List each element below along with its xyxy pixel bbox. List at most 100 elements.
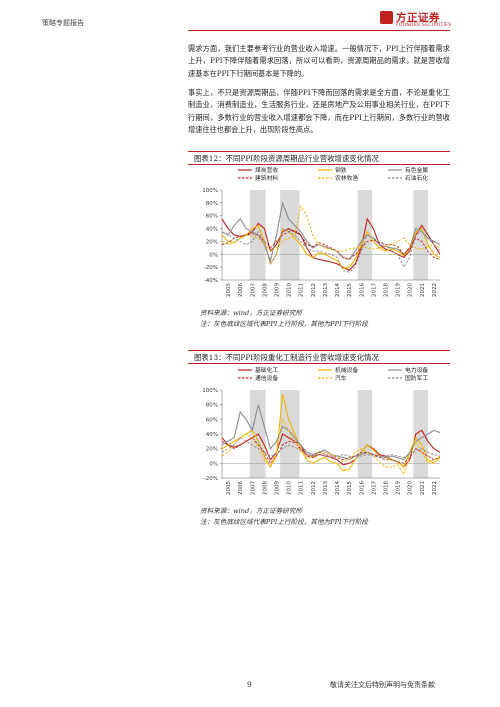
ppi-up-region <box>357 390 373 478</box>
series-line <box>221 404 441 461</box>
legend-label: 有色金属 <box>405 166 428 174</box>
y-tick-label: -20% <box>204 265 218 271</box>
x-tick-label: 2014 <box>335 283 341 297</box>
paragraph-industries: 事实上，不只是资源周期品，伴随PPI下降而回落的需求是全方面，不论是重化工制造业… <box>188 88 450 135</box>
legend-label: 煤炭营收 <box>255 166 278 174</box>
y-tick-label: 40% <box>206 227 218 233</box>
x-tick-label: 2009 <box>275 481 281 495</box>
ppi-up-region <box>413 390 428 478</box>
series-line <box>221 217 441 272</box>
x-tick-label: 2011 <box>299 283 305 297</box>
figure-12-note-line: 注：灰色底纹区域代表PPI上行阶段，其他为PPI下行阶段 <box>200 319 369 328</box>
legend-label: 建筑材料 <box>255 174 278 182</box>
x-tick-label: 2006 <box>238 283 244 297</box>
figure-13-chart: 100% 80% 60% 40% 20% 0% -20% 2005 2006 2007 2008 20… <box>202 366 441 495</box>
y-tick-label: 100% <box>202 388 218 394</box>
x-tick-label: 2021 <box>420 283 426 297</box>
legend-label: 通信设备 <box>255 374 278 382</box>
y-tick-label: -40% <box>204 278 218 284</box>
series-line <box>221 393 441 472</box>
x-tick-label: 2008 <box>262 481 268 495</box>
figure-13-note-line: 注：灰色底纹区域代表PPI上行阶段，其他为PPI下行阶段 <box>200 517 369 526</box>
x-tick-label: 2016 <box>359 481 365 495</box>
x-tick-label: 2005 <box>226 283 232 297</box>
x-tick-label: 2013 <box>323 481 329 495</box>
x-tick-label: 2011 <box>299 481 305 495</box>
x-tick-label: 2021 <box>420 481 426 495</box>
figure-12-source-line: 资料来源：wind，方正证券研究所 <box>200 309 302 317</box>
x-tick-label: 2014 <box>335 481 341 495</box>
x-tick-label: 2010 <box>287 283 293 297</box>
figure-13-caption-bar: 图表13：不同PPI阶段重化工制造行业营收增速变化情况 <box>188 350 450 364</box>
legend-label: 机械设备 <box>335 366 358 374</box>
x-tick-label: 2020 <box>408 283 414 297</box>
ppi-up-region <box>357 190 373 280</box>
x-tick-label: 2015 <box>347 481 353 495</box>
x-tick-label: 2017 <box>371 283 377 297</box>
y-tick-label: 80% <box>206 201 218 207</box>
legend-label: 石油石化 <box>405 174 428 182</box>
figure-12-caption-bar: 图表12：不同PPI阶段资源周期品行业营收增速变化情况 <box>188 151 450 165</box>
logo-mark-icon <box>380 11 393 24</box>
figure-13-caption: 图表13：不同PPI阶段重化工制造行业营收增速变化情况 <box>194 353 379 362</box>
y-tick-label: 0% <box>209 252 218 258</box>
ppi-up-region <box>280 190 300 280</box>
x-tick-label: 2005 <box>226 481 232 495</box>
x-tick-label: 2022 <box>432 283 438 297</box>
page-number: 9 <box>247 680 252 689</box>
y-tick-label: 80% <box>206 403 218 409</box>
y-tick-label: 20% <box>206 447 218 453</box>
legend-label: 电力设备 <box>405 366 428 374</box>
x-tick-label: 2007 <box>250 283 256 297</box>
x-tick-label: 2015 <box>347 283 353 297</box>
y-tick-label: 60% <box>206 417 218 423</box>
figure-13-source-line: 资料来源：wind，方正证券研究所 <box>200 507 302 515</box>
footer-disclaimer: 敬请关注文后特别声明与免责条款 <box>330 681 435 689</box>
x-tick-label: 2012 <box>311 283 317 297</box>
legend-label: 钢铁 <box>335 166 347 174</box>
series-line <box>221 204 441 252</box>
x-tick-label: 2016 <box>359 283 365 297</box>
paragraph-demand: 需求方面，我们主要参考行业的营业收入增速。一般情况下，PPI上行伴随着需求上升，… <box>188 44 450 78</box>
figure-12-chart: 100% 80% 60% 40% 20% 0% -20% -40% 2005 2006 2007 20… <box>202 166 441 297</box>
header-divider <box>188 30 450 31</box>
x-tick-label: 2007 <box>250 481 256 495</box>
x-tick-label: 2018 <box>384 283 390 297</box>
x-tick-label: 2019 <box>396 283 402 297</box>
x-tick-label: 2013 <box>323 283 329 297</box>
series-line <box>221 437 441 465</box>
x-tick-label: 2019 <box>396 481 402 495</box>
header-title: 策略专题报告 <box>42 19 84 27</box>
legend-label: 农林牧渔 <box>335 174 358 182</box>
y-tick-label: 20% <box>206 239 218 245</box>
series-line <box>221 229 441 260</box>
ppi-up-region <box>413 190 428 280</box>
legend-label: 汽车 <box>335 374 347 382</box>
y-tick-label: 40% <box>206 432 218 438</box>
y-tick-label: 100% <box>202 188 218 194</box>
figure-12-source: 资料来源：wind，方正证券研究所 注：灰色底纹区域代表PPI上行阶段，其他为P… <box>200 308 368 329</box>
series-line <box>221 437 441 458</box>
x-tick-label: 2009 <box>275 283 281 297</box>
series-line <box>221 227 441 273</box>
x-tick-label: 2006 <box>238 481 244 495</box>
legend-label: 基础化工 <box>255 366 278 374</box>
x-tick-label: 2018 <box>384 481 390 495</box>
legend-label: 国防军工 <box>405 374 428 382</box>
y-tick-label: -20% <box>204 476 218 482</box>
y-tick-label: 60% <box>206 214 218 220</box>
y-tick-label: 0% <box>209 461 218 467</box>
x-tick-label: 2008 <box>262 283 268 297</box>
x-tick-label: 2020 <box>408 481 414 495</box>
x-tick-label: 2022 <box>432 481 438 495</box>
ppi-up-region <box>280 390 300 478</box>
logo-text: 方正证券 <box>396 12 440 24</box>
logo-subtext: FOUNDER SECURITIES <box>396 23 452 28</box>
figure-12-caption: 图表12：不同PPI阶段资源周期品行业营收增速变化情况 <box>194 154 379 163</box>
figure-13-source: 资料来源：wind，方正证券研究所 注：灰色底纹区域代表PPI上行阶段，其他为P… <box>200 506 368 527</box>
x-tick-label: 2012 <box>311 481 317 495</box>
x-tick-label: 2010 <box>287 481 293 495</box>
x-tick-label: 2017 <box>371 481 377 495</box>
series-line <box>221 224 441 270</box>
brand-logo: 方正证券 FOUNDER SECURITIES <box>380 11 452 31</box>
